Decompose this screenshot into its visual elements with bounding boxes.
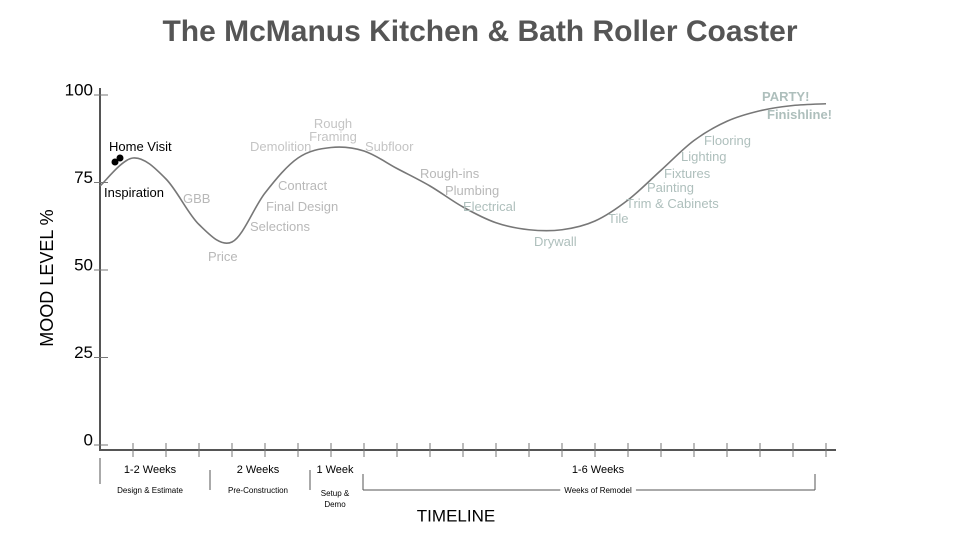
- annotation: Inspiration: [104, 185, 164, 200]
- phase-name: Design & Estimate: [117, 486, 183, 495]
- annotation: Electrical: [463, 199, 516, 214]
- phase-name: Weeks of Remodel: [564, 486, 632, 495]
- phase-duration: 1 Week: [316, 464, 354, 476]
- y-tick-label: 0: [84, 430, 93, 449]
- y-tick-label: 50: [74, 255, 93, 274]
- y-tick-label: 75: [74, 168, 93, 187]
- y-tick-label: 25: [74, 343, 93, 362]
- annotation: Rough Framing: [309, 116, 357, 144]
- phase-duration: 1-2 Weeks: [124, 464, 177, 476]
- annotation: Tile: [608, 211, 629, 226]
- annotation: Plumbing: [445, 183, 500, 198]
- annotation: Finishline!: [767, 107, 832, 122]
- phase-duration: 1-6 Weeks: [572, 464, 625, 476]
- annotation: Rough-ins: [420, 166, 480, 181]
- decoration: [116, 154, 124, 162]
- annotation: Subfloor: [365, 139, 414, 154]
- chart-title: The McManus Kitchen & Bath Roller Coaste…: [162, 15, 797, 48]
- annotation: GBB: [183, 191, 211, 206]
- x-axis-title: TIMELINE: [417, 506, 495, 525]
- annotation: Price: [208, 249, 238, 264]
- annotation: Trim & Cabinets: [626, 196, 719, 211]
- annotation: Contract: [278, 178, 328, 193]
- annotation: Fixtures: [664, 166, 711, 181]
- annotation: Selections: [250, 219, 310, 234]
- decoration: [111, 158, 119, 166]
- annotation: PARTY!: [762, 89, 810, 104]
- phase-name: Pre-Construction: [228, 486, 288, 495]
- phase-name: Setup & Demo: [320, 489, 350, 509]
- annotation: Drywall: [534, 234, 577, 249]
- phase-duration: 2 Weeks: [237, 464, 280, 476]
- annotation: Home Visit: [109, 139, 172, 154]
- annotation: Final Design: [266, 199, 339, 214]
- mood-line: [99, 102, 827, 244]
- annotation: Flooring: [704, 133, 751, 148]
- annotation: Painting: [647, 180, 694, 195]
- annotation: Demolition: [250, 139, 312, 154]
- y-axis-title: MOOD LEVEL %: [37, 209, 57, 346]
- y-tick-label: 100: [65, 80, 93, 99]
- annotation: Lighting: [681, 149, 727, 164]
